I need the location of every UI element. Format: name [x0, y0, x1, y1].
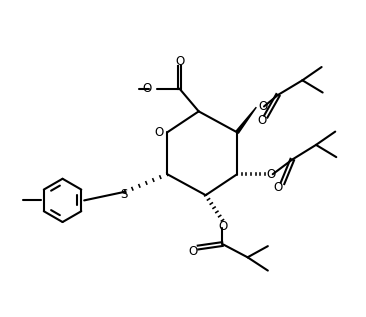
- Text: S: S: [120, 188, 127, 201]
- Text: O: O: [257, 114, 266, 127]
- Text: O: O: [154, 126, 163, 139]
- Text: O: O: [142, 82, 151, 95]
- Text: O: O: [266, 168, 276, 181]
- Text: O: O: [188, 245, 197, 258]
- Text: O: O: [258, 100, 267, 113]
- Text: O: O: [176, 55, 185, 68]
- Text: O: O: [274, 181, 283, 194]
- Text: O: O: [219, 220, 228, 233]
- Polygon shape: [236, 107, 256, 133]
